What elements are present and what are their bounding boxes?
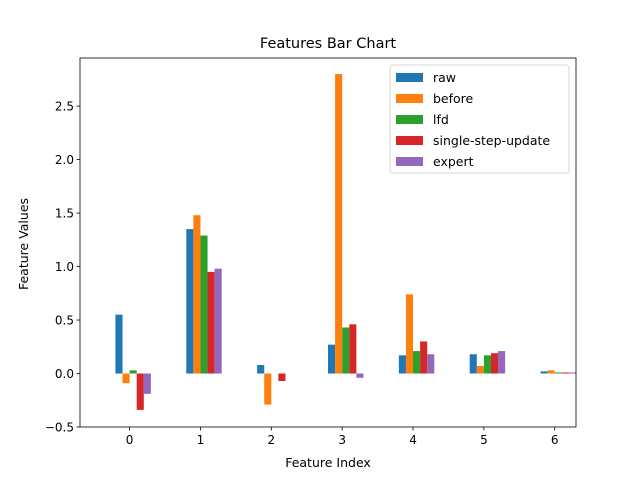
legend-label-lfd: lfd bbox=[433, 112, 449, 127]
bar-lfd-6 bbox=[554, 372, 562, 374]
bar-raw-4 bbox=[398, 355, 406, 374]
bar-expert-0 bbox=[143, 373, 151, 394]
legend-swatch-lfd bbox=[396, 115, 423, 124]
bar-expert-6 bbox=[568, 372, 576, 374]
y-tick-label: 2.0 bbox=[55, 153, 74, 167]
bar-single-step-update-0 bbox=[136, 373, 144, 410]
bar-before-1 bbox=[193, 215, 201, 374]
y-tick-label: 1.5 bbox=[55, 206, 74, 220]
legend-label-expert: expert bbox=[433, 154, 474, 169]
bar-single-step-update-1 bbox=[207, 271, 215, 374]
x-tick-label: 5 bbox=[480, 433, 488, 447]
bar-lfd-4 bbox=[413, 351, 421, 374]
bar-raw-6 bbox=[540, 371, 548, 374]
y-tick-label: 0.0 bbox=[55, 367, 74, 381]
bars-layer bbox=[115, 74, 576, 410]
legend-box bbox=[389, 64, 570, 174]
bar-single-step-update-4 bbox=[420, 341, 428, 374]
bar-lfd-0 bbox=[129, 370, 137, 374]
x-axis-label: Feature Index bbox=[285, 455, 371, 470]
y-tick-label: 1.0 bbox=[55, 260, 74, 274]
bar-before-0 bbox=[122, 373, 130, 384]
bar-before-3 bbox=[335, 74, 343, 374]
x-tick-label: 0 bbox=[126, 433, 134, 447]
bar-expert-1 bbox=[214, 268, 222, 374]
legend-swatch-raw bbox=[396, 73, 423, 82]
legend-label-before: before bbox=[433, 91, 474, 106]
bar-before-5 bbox=[476, 366, 484, 374]
bar-lfd-5 bbox=[483, 355, 491, 374]
legend-label-single-step-update: single-step-update bbox=[433, 133, 550, 148]
bar-raw-2 bbox=[257, 364, 265, 374]
bar-before-6 bbox=[547, 370, 555, 374]
legend-swatch-single-step-update bbox=[396, 136, 423, 145]
bar-before-2 bbox=[264, 373, 272, 405]
bar-lfd-3 bbox=[342, 327, 350, 374]
bar-expert-3 bbox=[356, 373, 364, 378]
bar-lfd-1 bbox=[200, 235, 208, 374]
legend: raw before lfd single-step-update expert bbox=[389, 64, 570, 174]
x-tick-label: 1 bbox=[197, 433, 205, 447]
x-tick-label: 6 bbox=[551, 433, 559, 447]
legend-swatch-before bbox=[396, 94, 423, 103]
bar-raw-3 bbox=[328, 344, 336, 374]
legend-label-raw: raw bbox=[433, 70, 456, 85]
y-tick-label: 2.5 bbox=[55, 99, 74, 113]
x-tick-label: 3 bbox=[338, 433, 346, 447]
y-axis-label: Feature Values bbox=[16, 198, 31, 290]
legend-swatch-expert bbox=[396, 157, 423, 166]
x-tick-label: 4 bbox=[409, 433, 417, 447]
bar-single-step-update-6 bbox=[561, 372, 569, 374]
bar-expert-4 bbox=[427, 354, 435, 374]
bar-raw-5 bbox=[469, 354, 477, 374]
plot-frame bbox=[79, 57, 577, 428]
x-tick-label: 2 bbox=[267, 433, 275, 447]
y-tick-label: 0.5 bbox=[55, 313, 74, 327]
bar-single-step-update-5 bbox=[490, 353, 499, 374]
bar-single-step-update-3 bbox=[349, 324, 357, 374]
bar-raw-0 bbox=[115, 314, 123, 374]
bar-expert-5 bbox=[498, 351, 506, 374]
axes-layer: −0.5 0.0 0.5 1.0 1.5 2.0 2.5 0 1 2 3 4 5 6 bbox=[45, 57, 577, 447]
bar-raw-1 bbox=[186, 229, 194, 374]
bar-single-step-update-2 bbox=[278, 373, 286, 382]
chart-title: Features Bar Chart bbox=[260, 36, 397, 52]
y-tick-label: −0.5 bbox=[45, 420, 74, 434]
bar-before-4 bbox=[405, 294, 414, 374]
